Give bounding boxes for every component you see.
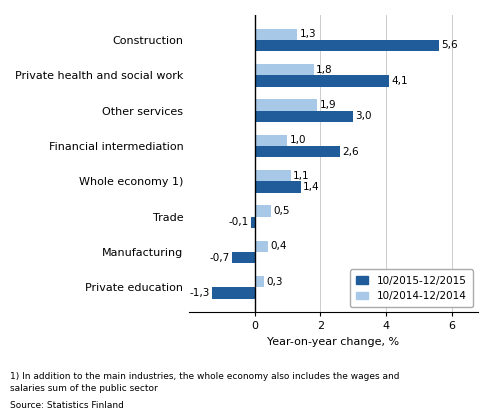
Text: 1,3: 1,3	[300, 29, 316, 39]
Text: 1,4: 1,4	[303, 182, 319, 192]
Bar	[254, 111, 353, 122]
Text: 1,0: 1,0	[290, 135, 306, 145]
Text: Source: Statistics Finland: Source: Statistics Finland	[10, 401, 124, 410]
Bar	[254, 146, 340, 157]
Bar	[254, 181, 301, 193]
Text: -1,3: -1,3	[189, 288, 210, 298]
Text: 3,0: 3,0	[355, 111, 372, 121]
Bar	[254, 99, 317, 111]
Text: 1,9: 1,9	[319, 100, 336, 110]
Bar	[254, 206, 271, 217]
Bar	[254, 75, 389, 87]
Bar	[254, 40, 439, 51]
Bar	[254, 170, 291, 181]
Legend: 10/2015-12/2015, 10/2014-12/2014: 10/2015-12/2015, 10/2014-12/2014	[350, 270, 473, 307]
Bar	[232, 252, 254, 263]
Bar	[254, 135, 287, 146]
Bar	[254, 241, 268, 252]
Text: 2,6: 2,6	[342, 146, 359, 157]
Bar	[212, 287, 254, 299]
Bar	[254, 29, 297, 40]
Bar	[254, 276, 264, 287]
Text: 0,3: 0,3	[267, 277, 283, 287]
Text: 1) In addition to the main industries, the whole economy also includes the wages: 1) In addition to the main industries, t…	[10, 371, 399, 381]
Text: -0,7: -0,7	[209, 253, 229, 263]
Text: 5,6: 5,6	[441, 40, 458, 50]
Bar	[254, 64, 314, 75]
X-axis label: Year-on-year change, %: Year-on-year change, %	[267, 337, 399, 347]
Text: salaries sum of the public sector: salaries sum of the public sector	[10, 384, 158, 393]
Text: 4,1: 4,1	[391, 76, 408, 86]
Text: 0,4: 0,4	[270, 241, 286, 251]
Text: 0,5: 0,5	[273, 206, 290, 216]
Text: 1,8: 1,8	[316, 64, 333, 74]
Bar	[251, 217, 254, 228]
Text: 1,1: 1,1	[293, 171, 310, 181]
Text: -0,1: -0,1	[229, 218, 249, 228]
